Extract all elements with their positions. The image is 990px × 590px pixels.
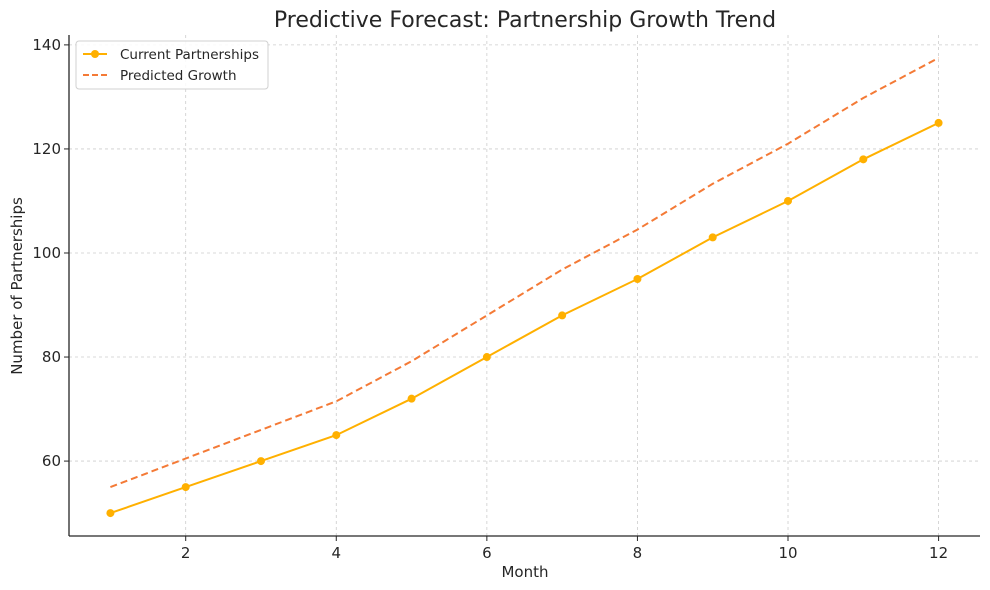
data-point-marker xyxy=(106,509,115,518)
series-layer xyxy=(106,57,943,518)
x-tick-label: 10 xyxy=(778,544,797,562)
y-tick-label: 140 xyxy=(32,36,61,54)
data-point-marker xyxy=(558,311,567,320)
data-point-marker xyxy=(181,483,190,492)
x-tick-label: 6 xyxy=(482,544,492,562)
data-point-marker xyxy=(407,394,416,403)
legend-box xyxy=(75,40,269,90)
data-point-marker xyxy=(332,431,341,440)
y-tick-label: 80 xyxy=(42,348,61,366)
x-tick-label: 4 xyxy=(332,544,342,562)
x-tick-label: 12 xyxy=(929,544,948,562)
data-point-marker xyxy=(708,233,717,242)
chart-title: Predictive Forecast: Partnership Growth … xyxy=(274,8,776,33)
data-point-marker xyxy=(859,155,868,164)
axes xyxy=(68,35,980,537)
legend-current-marker-icon xyxy=(91,50,99,58)
x-tick-label: 8 xyxy=(633,544,643,562)
series-line xyxy=(110,121,940,515)
legend-predicted-label: Predicted Growth xyxy=(120,68,237,84)
data-point-marker xyxy=(633,274,642,283)
data-point-marker xyxy=(482,353,491,362)
data-point-marker xyxy=(784,196,793,205)
y-axis-label: Number of Partnerships xyxy=(8,197,26,375)
data-point-marker xyxy=(256,457,265,466)
x-axis-label: Month xyxy=(501,563,548,581)
x-tick-label: 2 xyxy=(181,544,191,562)
legend: Current Partnerships Predicted Growth xyxy=(75,40,269,90)
y-tick-label: 120 xyxy=(32,140,61,158)
data-point-marker xyxy=(934,118,943,127)
series-line xyxy=(110,57,940,489)
legend-current-label: Current Partnerships xyxy=(120,47,259,63)
tick-labels: 2 4 6 8 10 12 60 80 100 120 140 xyxy=(32,36,948,562)
y-tick-label: 60 xyxy=(42,452,61,470)
y-tick-label: 100 xyxy=(32,244,61,262)
